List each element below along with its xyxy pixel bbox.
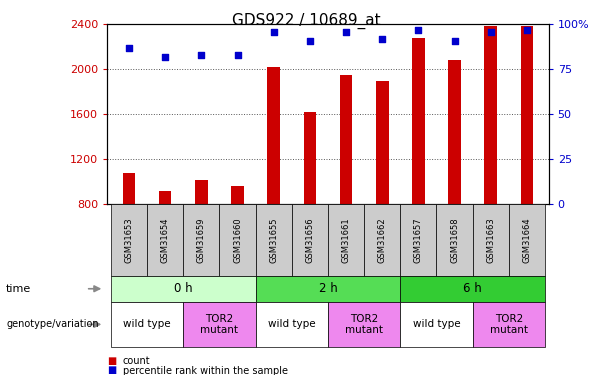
Bar	[195, 180, 208, 204]
Text: ■: ■	[107, 366, 116, 375]
Bar	[303, 112, 316, 204]
Text: GSM31653: GSM31653	[124, 217, 134, 263]
Point	[160, 54, 170, 60]
Point	[414, 27, 424, 33]
Text: GSM31659: GSM31659	[197, 217, 206, 263]
Point	[232, 52, 242, 58]
Text: GSM31654: GSM31654	[161, 217, 170, 263]
Text: percentile rank within the sample: percentile rank within the sample	[123, 366, 287, 375]
Text: wild type: wild type	[123, 320, 171, 329]
Point	[196, 52, 206, 58]
Text: GSM31656: GSM31656	[305, 217, 314, 263]
Bar	[376, 81, 389, 204]
Point	[522, 27, 532, 33]
Text: ■: ■	[107, 356, 116, 366]
Text: GSM31663: GSM31663	[486, 217, 495, 263]
Point	[124, 45, 134, 51]
Text: GSM31658: GSM31658	[450, 217, 459, 263]
Point	[268, 28, 278, 34]
Text: TOR2
mutant: TOR2 mutant	[490, 314, 528, 335]
Bar	[520, 26, 533, 204]
Bar	[340, 75, 352, 204]
Point	[341, 28, 351, 34]
Text: 0 h: 0 h	[174, 282, 192, 295]
Text: GSM31662: GSM31662	[378, 217, 387, 263]
Text: wild type: wild type	[413, 320, 460, 329]
Text: genotype/variation: genotype/variation	[6, 320, 99, 329]
Text: 2 h: 2 h	[319, 282, 337, 295]
Bar	[231, 186, 244, 204]
Point	[305, 38, 314, 44]
Bar	[159, 191, 172, 204]
Bar	[123, 173, 135, 204]
Point	[486, 28, 496, 34]
Bar	[412, 38, 425, 204]
Bar	[448, 60, 461, 204]
Point	[378, 36, 387, 42]
Bar	[267, 67, 280, 204]
Text: GSM31660: GSM31660	[233, 217, 242, 263]
Text: GDS922 / 10689_at: GDS922 / 10689_at	[232, 13, 381, 29]
Text: time: time	[6, 284, 31, 294]
Point	[450, 38, 460, 44]
Text: count: count	[123, 356, 150, 366]
Text: GSM31661: GSM31661	[341, 217, 351, 263]
Text: GSM31664: GSM31664	[522, 217, 531, 263]
Text: GSM31655: GSM31655	[269, 217, 278, 263]
Bar	[484, 26, 497, 204]
Text: TOR2
mutant: TOR2 mutant	[345, 314, 383, 335]
Text: 6 h: 6 h	[463, 282, 482, 295]
Text: wild type: wild type	[268, 320, 316, 329]
Text: GSM31657: GSM31657	[414, 217, 423, 263]
Text: TOR2
mutant: TOR2 mutant	[200, 314, 238, 335]
